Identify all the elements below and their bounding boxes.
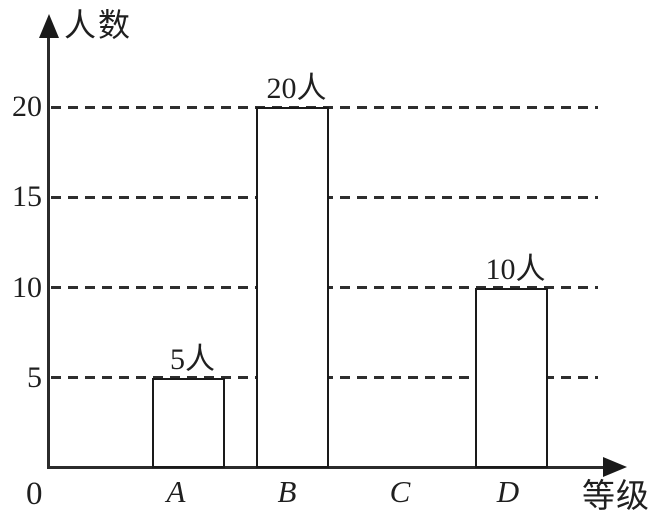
y-axis-title: 人数 <box>64 7 133 43</box>
y-tick-label-20: 20 <box>12 90 42 123</box>
bar-value-label-D: 10人 <box>485 252 546 286</box>
bar-A <box>152 377 225 468</box>
y-tick-label-15: 15 <box>12 180 42 214</box>
x-category-label-B: B <box>277 474 297 509</box>
y-axis-arrow-icon <box>39 14 59 38</box>
x-category-label-D: D <box>496 474 520 509</box>
x-axis-arrow-icon <box>603 457 627 477</box>
bar-B <box>256 107 329 468</box>
y-tick-label-10: 10 <box>12 270 42 304</box>
bar-D <box>475 287 548 468</box>
bar-value-label-A: 5人 <box>170 342 215 376</box>
x-category-label-C: C <box>389 474 411 509</box>
x-axis-title: 等级 <box>582 479 650 515</box>
y-tick-label-5: 5 <box>27 360 42 394</box>
y-axis-line <box>47 30 50 469</box>
bar-value-label-B: 20人 <box>266 72 327 105</box>
x-category-label-A: A <box>166 474 186 509</box>
origin-label: 0 <box>26 476 43 512</box>
